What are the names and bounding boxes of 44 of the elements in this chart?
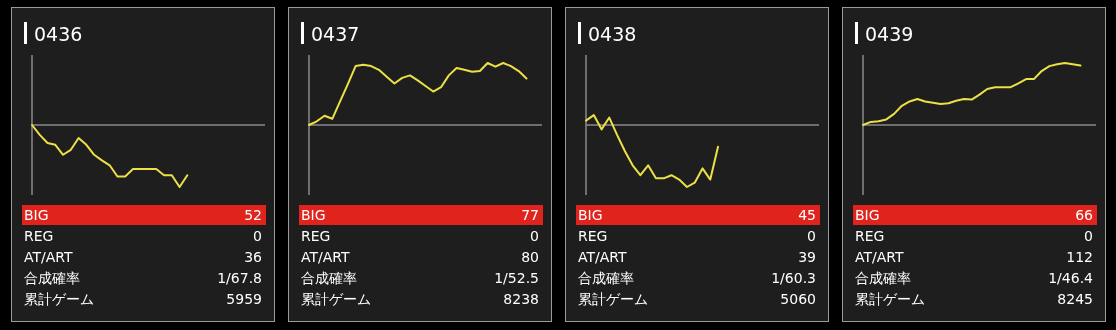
chart-title: 0439 [865,23,914,45]
text: 0 [530,228,539,244]
text: 39 [798,249,816,265]
category-label: 累計ゲーム [24,291,94,307]
text: 66 [1075,207,1093,223]
text: 0 [253,228,262,244]
category-label: AT/ART [578,249,628,265]
text: 112 [1066,249,1093,265]
text: 1/46.4 [1048,270,1093,286]
text: 0 [807,228,816,244]
category-label: BIG [578,207,603,223]
category-label: REG [24,228,54,244]
text: 5959 [226,291,262,307]
category-label: REG [855,228,885,244]
category-label: REG [578,228,608,244]
text: 52 [244,207,262,223]
chart-title: 0437 [311,23,360,45]
text: 36 [244,249,262,265]
text: 8245 [1057,291,1093,307]
category-label: BIG [301,207,326,223]
text: 0 [1084,228,1093,244]
category-label: 合成確率 [301,270,357,286]
category-label: 合成確率 [855,270,911,286]
text: 1/52.5 [494,270,539,286]
category-label: 合成確率 [24,270,80,286]
category-label: 累計ゲーム [301,291,371,307]
category-label: 累計ゲーム [855,291,925,307]
category-label: 合成確率 [578,270,634,286]
category-label: BIG [855,207,880,223]
category-label: AT/ART [855,249,905,265]
chart-title: 0438 [588,23,637,45]
text: 77 [521,207,539,223]
category-label: AT/ART [301,249,351,265]
category-label: AT/ART [24,249,74,265]
text: 8238 [503,291,539,307]
chart-title: 0436 [34,23,83,45]
text: 1/60.3 [771,270,816,286]
text: 45 [798,207,816,223]
text: 80 [521,249,539,265]
category-label: REG [301,228,331,244]
category-label: BIG [24,207,49,223]
category-label: 累計ゲーム [578,291,648,307]
text: 5060 [780,291,816,307]
text: 1/67.8 [217,270,262,286]
